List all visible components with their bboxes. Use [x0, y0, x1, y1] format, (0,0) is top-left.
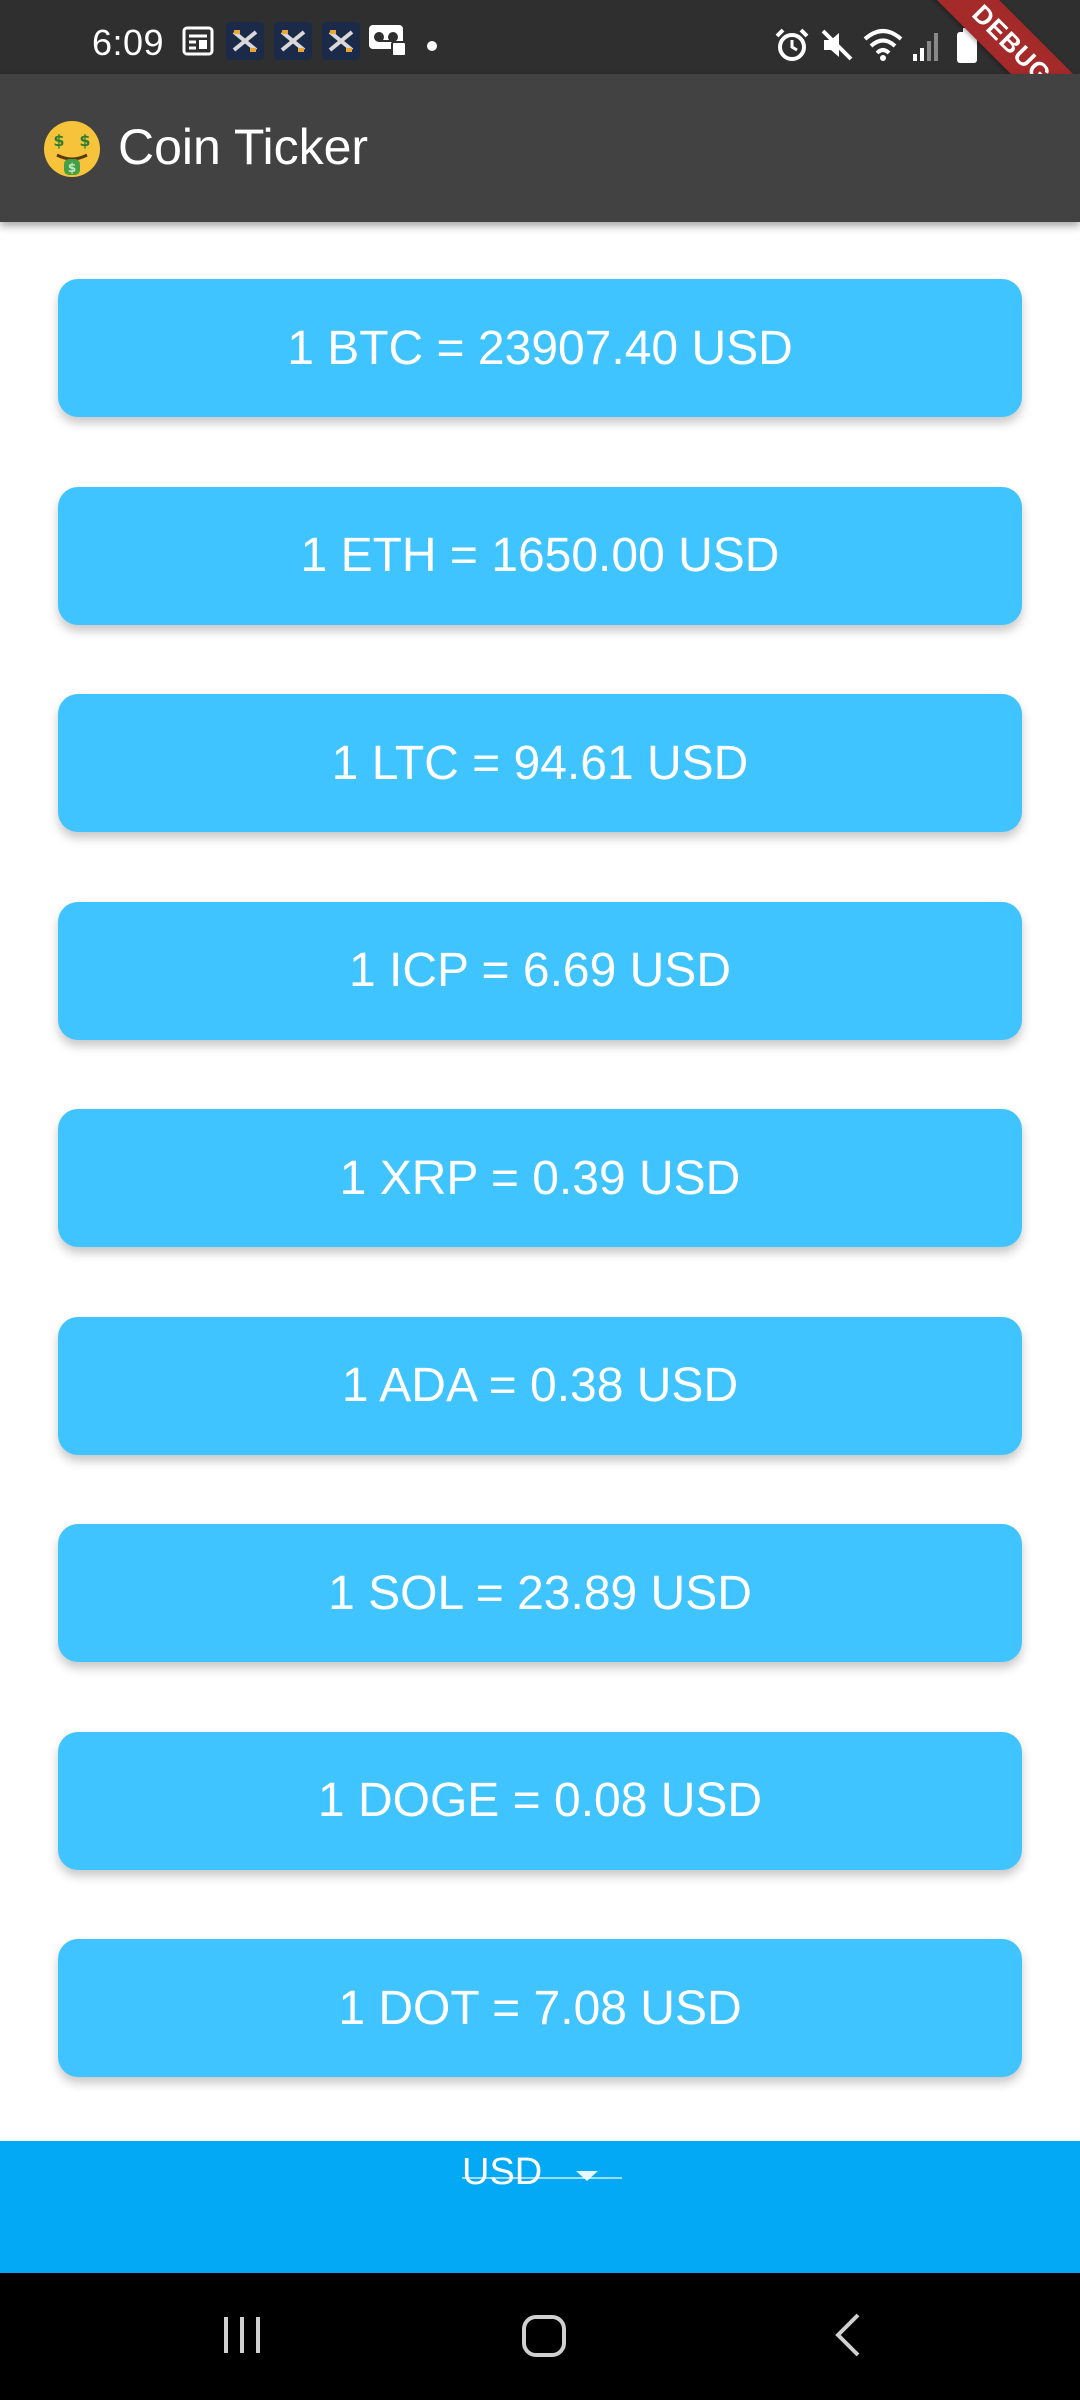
app-icon: [226, 22, 264, 60]
rate-text: 1 DOT = 7.08 USD: [338, 1981, 742, 2035]
status-time: 6:09: [92, 22, 165, 63]
rate-text: 1 ETH = 1650.00 USD: [300, 529, 780, 582]
currency-dropdown[interactable]: USD: [462, 2147, 622, 2207]
mute-icon: [821, 29, 853, 61]
rate-list: 1 BTC = 23907.40 USD 1 ETH = 1650.00 USD…: [58, 279, 1022, 2147]
rate-text: 1 BTC = 23907.40 USD: [287, 321, 793, 375]
voicemail-icon: [369, 25, 407, 57]
currency-picker-bar: USD: [0, 2141, 1080, 2273]
wifi-icon: [863, 29, 903, 61]
back-icon[interactable]: [826, 2307, 874, 2363]
system-nav-bar: [0, 2273, 1080, 2400]
rate-card-icp: 1 ICP = 6.69 USD: [58, 901, 1022, 1040]
rate-card-sol: 1 SOL = 23.89 USD: [58, 1524, 1022, 1662]
recent-apps-icon[interactable]: [218, 2307, 266, 2363]
money-mouth-face-icon: $ $ $: [44, 121, 100, 177]
rate-text: 1 LTC = 94.61 USD: [331, 736, 749, 790]
currency-dropdown-value: USD: [462, 2151, 543, 2193]
rate-card-ada: 1 ADA = 0.38 USD: [58, 1316, 1022, 1455]
rate-card-eth: 1 ETH = 1650.00 USD: [58, 486, 1022, 625]
dot-icon: [427, 41, 437, 51]
rate-text: 1 ADA = 0.38 USD: [341, 1359, 739, 1412]
status-bar: 6:09: [0, 0, 1080, 152]
app-title: Coin Ticker: [118, 119, 369, 175]
rate-card-btc: 1 BTC = 23907.40 USD: [58, 279, 1022, 417]
app-icon: [274, 22, 312, 60]
svg-text:$: $: [68, 161, 76, 175]
rate-card-doge: 1 DOGE = 0.08 USD: [58, 1731, 1022, 1870]
signal-icon: [913, 33, 938, 61]
svg-text:$: $: [79, 131, 90, 150]
alarm-icon: [775, 28, 809, 61]
app-icon: [322, 22, 360, 60]
rate-card-dot: 1 DOT = 7.08 USD: [58, 1939, 1022, 2077]
rate-text: 1 ICP = 6.69 USD: [349, 944, 731, 997]
dropdown-underline: [462, 2177, 622, 2179]
svg-text:$: $: [53, 131, 64, 150]
rate-text: 1 SOL = 23.89 USD: [328, 1566, 752, 1620]
rate-card-xrp: 1 XRP = 0.39 USD: [58, 1109, 1022, 1247]
rate-card-ltc: 1 LTC = 94.61 USD: [58, 694, 1022, 832]
dropdown-arrow-icon: [576, 2171, 598, 2181]
rate-text: 1 XRP = 0.39 USD: [339, 1151, 741, 1205]
rate-text: 1 DOGE = 0.08 USD: [317, 1774, 763, 1827]
news-icon: [182, 26, 214, 56]
home-icon[interactable]: [520, 2307, 568, 2363]
app-bar: $ $ $ Coin Ticker: [0, 74, 1080, 222]
